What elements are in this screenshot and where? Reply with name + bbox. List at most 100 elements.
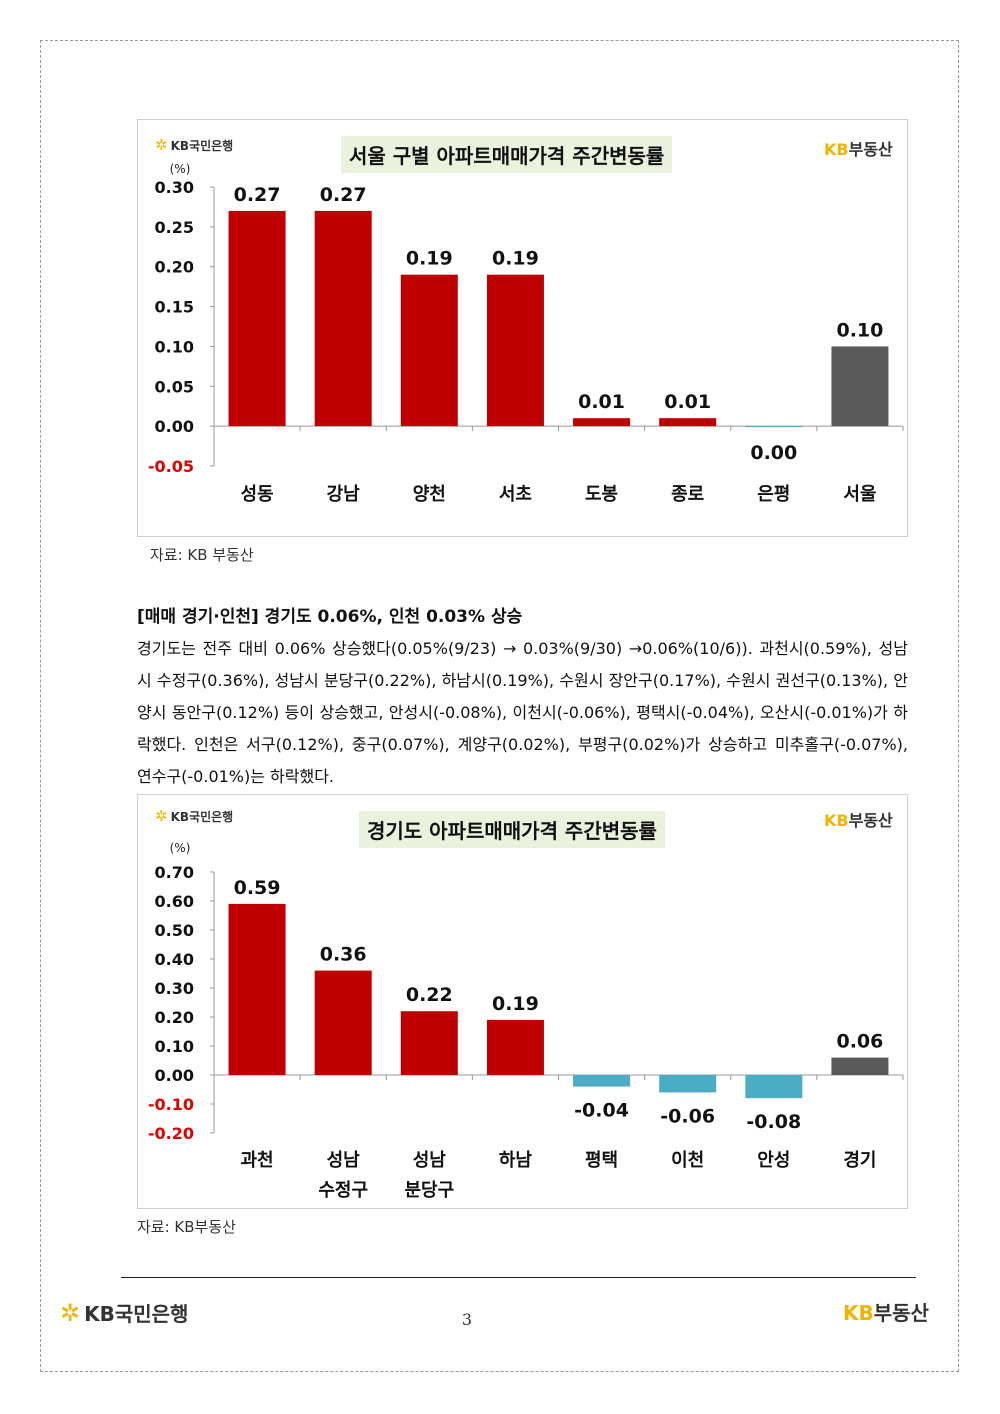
category-label: 양천 xyxy=(413,484,446,505)
kb-star-icon: ✲ xyxy=(155,807,168,825)
y-tick-label: 0.70 xyxy=(155,863,194,882)
brand-kb: KB xyxy=(843,1301,874,1325)
bar-value-label: 0.06 xyxy=(836,1031,883,1053)
gyeonggi-chart-plot: (%) 0.70 0.60 0.50 0.40 0.30 0.20 0.10 0.00 -0.10… xyxy=(148,841,904,1201)
y-unit-label: (%) xyxy=(170,841,191,855)
y-tick-label: 0.25 xyxy=(155,218,194,237)
category-label: 성동 xyxy=(241,484,274,505)
chart-source: 자료: KB부동산 xyxy=(137,1218,236,1236)
bar-value-label: -0.06 xyxy=(660,1105,715,1127)
y-tick-label: 0.20 xyxy=(155,1008,194,1027)
bar-value-label: 0.27 xyxy=(320,184,367,206)
bar xyxy=(745,1075,803,1099)
brand-rest: 부동산 xyxy=(848,140,893,159)
chart-title: 경기도 아파트매매가격 주간변동률 xyxy=(359,811,665,848)
page-number: 3 xyxy=(461,1310,473,1329)
bar-value-label: 0.19 xyxy=(492,993,539,1015)
bar xyxy=(228,210,286,427)
y-tick-label: 0.60 xyxy=(155,892,194,911)
gyeonggi-chart: ✲ KB국민은행 경기도 아파트매매가격 주간변동률 KB부동산 (%) 0.70… xyxy=(137,794,908,1209)
category-label: 강남 xyxy=(327,484,361,505)
bar-value-label: 0.00 xyxy=(750,442,797,464)
brand-kb: KB xyxy=(824,811,849,830)
category-label: 안성 xyxy=(757,1150,790,1171)
brand-rest: 부동산 xyxy=(873,1301,929,1325)
category-label: 수정구 xyxy=(318,1180,368,1201)
bar-value-label: 0.22 xyxy=(406,984,453,1006)
category-label: 종로 xyxy=(671,484,704,505)
kb-realestate-brand: KB부동산 xyxy=(824,807,893,831)
category-label: 은평 xyxy=(757,484,790,505)
y-tick-label: 0.30 xyxy=(155,979,194,998)
bar-value-label: 0.59 xyxy=(234,877,281,899)
y-tick-label: 0.40 xyxy=(155,950,194,969)
chart-title: 서울 구별 아파트매매가격 주간변동률 xyxy=(341,136,673,173)
kb-star-icon: ✲ xyxy=(60,1298,81,1327)
seoul-chart: ✲ KB국민은행 서울 구별 아파트매매가격 주간변동률 KB부동산 (%) 0.… xyxy=(137,119,908,537)
y-tick-label: 0.10 xyxy=(155,1037,194,1056)
bar-value-label: 0.01 xyxy=(664,391,711,413)
bar xyxy=(400,274,458,427)
category-label: 하남 xyxy=(499,1150,533,1171)
y-tick-label: -0.05 xyxy=(148,457,194,476)
category-label: 서울 xyxy=(843,484,876,505)
bar xyxy=(831,1057,889,1075)
bar xyxy=(659,1075,717,1093)
y-tick-label: 0.50 xyxy=(155,921,194,940)
footer-bank-name: KB국민은행 xyxy=(84,1302,189,1326)
brand-rest: 부동산 xyxy=(848,811,893,830)
brand-kb: KB xyxy=(824,140,849,159)
bar-value-label: 0.10 xyxy=(836,319,883,341)
y-tick-label: 0.30 xyxy=(155,178,194,197)
bar xyxy=(314,970,372,1075)
bar-value-label: 0.19 xyxy=(406,248,453,270)
y-tick-label: -0.20 xyxy=(148,1124,194,1143)
footer-rule xyxy=(121,1277,916,1278)
section-body: 경기도는 전주 대비 0.06% 상승했다(0.05%(9/23) → 0.03… xyxy=(137,639,908,786)
category-label: 성남 xyxy=(413,1150,447,1171)
kb-bank-logo-small: ✲ KB국민은행 xyxy=(155,136,233,154)
category-label: 경기 xyxy=(843,1150,876,1171)
y-tick-label: 0.15 xyxy=(155,298,194,317)
footer-bank-logo: ✲ KB국민은행 xyxy=(60,1298,188,1327)
y-tick-label: -0.10 xyxy=(148,1095,194,1114)
section-heading: [매매 경기·인천] 경기도 0.06%, 인천 0.03% 상승 xyxy=(137,607,523,627)
text-section: [매매 경기·인천] 경기도 0.06%, 인천 0.03% 상승 경기도는 전… xyxy=(137,601,908,793)
bar xyxy=(400,1011,458,1075)
category-label: 서초 xyxy=(499,484,532,505)
bar xyxy=(573,418,631,427)
y-tick-label: 0.05 xyxy=(155,377,194,396)
kb-star-icon: ✲ xyxy=(155,136,168,154)
category-label: 도봉 xyxy=(585,484,618,505)
category-label: 이천 xyxy=(671,1150,704,1171)
bar xyxy=(831,346,889,427)
bank-name: KB국민은행 xyxy=(170,138,234,153)
category-label: 분당구 xyxy=(404,1180,454,1201)
bar xyxy=(228,903,286,1075)
bar-value-label: 0.27 xyxy=(234,184,281,206)
y-unit-label: (%) xyxy=(170,162,191,176)
bar-value-label: 0.19 xyxy=(492,248,539,270)
bar xyxy=(573,1075,631,1087)
category-label: 과천 xyxy=(241,1150,274,1171)
y-tick-label: 0.00 xyxy=(155,417,194,436)
kb-realestate-brand: KB부동산 xyxy=(824,136,893,160)
kb-bank-logo-small: ✲ KB국민은행 xyxy=(155,807,233,825)
category-label: 평택 xyxy=(585,1150,618,1171)
bar-value-label: 0.01 xyxy=(578,391,625,413)
chart-source: 자료: KB 부동산 xyxy=(150,546,254,564)
seoul-chart-plot: (%) 0.30 0.25 0.20 0.15 0.10 0.05 0.00 -0.05 0.27… xyxy=(148,162,904,505)
y-tick-label: 0.00 xyxy=(155,1066,194,1085)
bar-value-label: 0.36 xyxy=(320,944,367,966)
category-label: 성남 xyxy=(327,1150,361,1171)
footer-kb-brand: KB부동산 xyxy=(843,1297,929,1326)
y-tick-label: 0.20 xyxy=(155,258,194,277)
bar xyxy=(745,426,803,428)
page-border xyxy=(40,40,959,1372)
bar xyxy=(486,1019,544,1075)
bar xyxy=(314,210,372,427)
y-tick-label: 0.10 xyxy=(155,337,194,356)
bank-name: KB국민은행 xyxy=(170,809,234,824)
bar xyxy=(486,274,544,427)
bar xyxy=(659,418,717,427)
